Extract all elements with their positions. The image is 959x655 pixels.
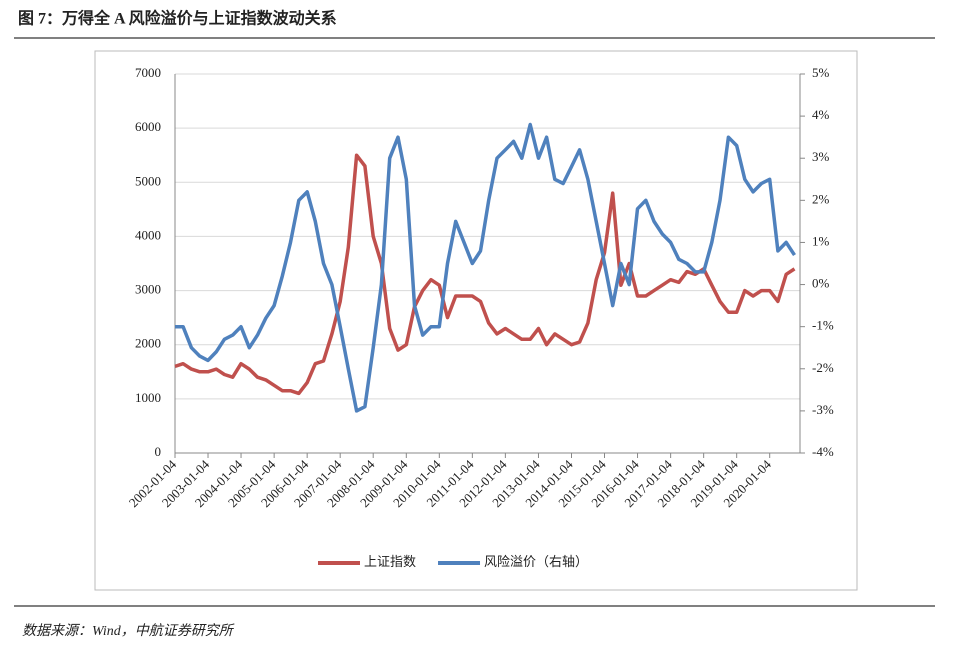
frame: [94, 50, 858, 591]
y-tick-label: 7000: [135, 65, 161, 80]
y2-tick-label: 0%: [812, 276, 830, 291]
y-tick-label: 5000: [135, 173, 161, 188]
y2-tick-label: 3%: [812, 149, 830, 164]
y2-tick-label: 5%: [812, 65, 830, 80]
y2-tick-label: -1%: [812, 318, 834, 333]
y2-tick-label: -3%: [812, 402, 834, 417]
y2-tick-label: 4%: [812, 107, 830, 122]
legend-label: 上证指数: [364, 554, 416, 569]
y-tick-label: 2000: [135, 336, 161, 351]
series-line: [175, 122, 796, 413]
y-tick-label: 6000: [135, 119, 161, 134]
y-tick-label: 3000: [135, 282, 161, 297]
y2-tick-label: 2%: [812, 191, 830, 206]
series-line: [174, 153, 796, 396]
y2-tick-label: -4%: [812, 444, 834, 459]
source: 数据来源：Wind，中航证券研究所: [22, 623, 235, 639]
y-tick-label: 0: [155, 444, 162, 459]
y2-tick-label: -2%: [812, 360, 834, 375]
legend-label: 风险溢价（右轴）: [484, 554, 588, 569]
chart-title: 图 7：万得全 A 风险溢价与上证指数波动关系: [18, 9, 337, 28]
y-tick-label: 1000: [135, 390, 161, 405]
y2-tick-label: 1%: [812, 233, 830, 248]
y-tick-label: 4000: [135, 227, 161, 242]
